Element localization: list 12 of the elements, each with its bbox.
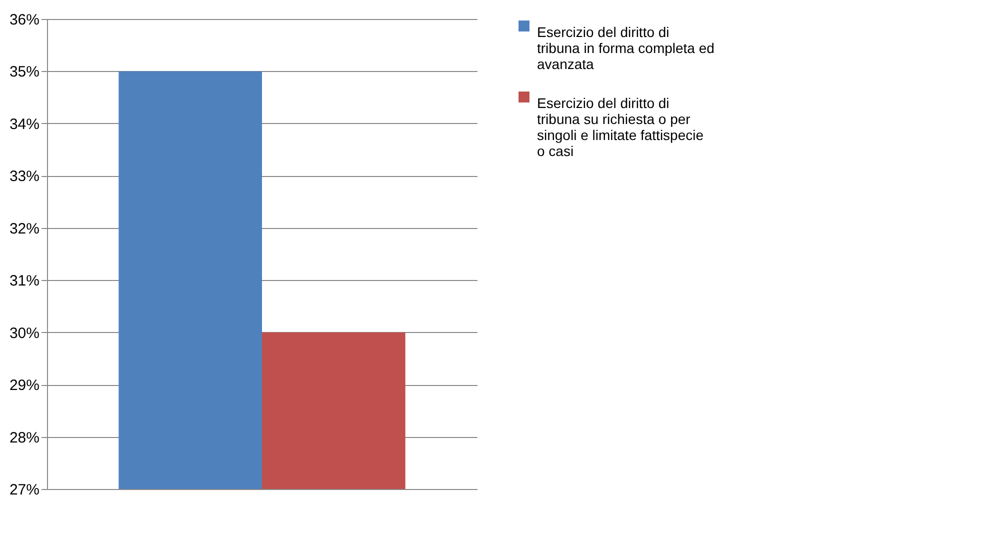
y-tick-label: 35%	[9, 64, 40, 81]
y-tick-label: 31%	[9, 272, 40, 290]
y-tick-label: 29%	[9, 377, 40, 394]
y-tick-label: 27%	[9, 482, 40, 498]
y-tick-label: 28%	[9, 429, 40, 446]
y-tick-label: 34%	[9, 116, 40, 133]
y-tick-label: 30%	[9, 324, 40, 342]
y-tick-label: 33%	[9, 168, 40, 186]
legend-label: Esercizio del diritto di tribuna in forma completa ed avanzata	[537, 24, 714, 72]
legend-label: Esercizio del diritto di tribuna su richiesta o per singoli e limitate fattispecie o casi	[537, 95, 704, 159]
y-tick-label: 36%	[9, 12, 40, 28]
y-tick-label: 32%	[9, 220, 40, 238]
